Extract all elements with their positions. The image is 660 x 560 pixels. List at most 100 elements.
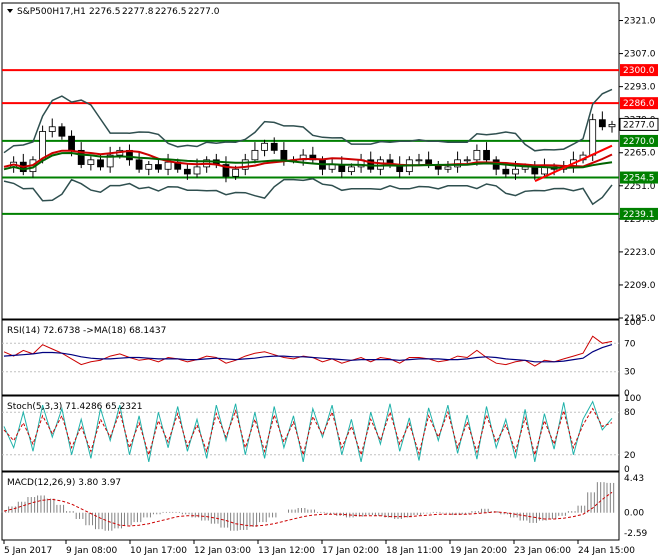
candle-body [473, 149, 481, 161]
candle-body [87, 159, 95, 165]
price-chart: 2321.02307.02293.02279.02265.02251.02237… [2, 17, 659, 324]
y-tick-label: 2223.0 [624, 248, 656, 258]
x-tick-label: 19 Jan 20:00 [450, 546, 507, 556]
rsi-y-tick-label: 0 [624, 389, 630, 399]
candle-body [589, 119, 597, 156]
candle-body [145, 164, 153, 170]
candle-body [77, 149, 85, 165]
candle-body [261, 142, 268, 151]
level-price-label: 2286.0 [623, 99, 655, 109]
stoch-signal-line [3, 407, 613, 457]
candle-body [463, 159, 471, 162]
rsi-y-tick-label: 100 [624, 318, 641, 328]
candle-body [58, 126, 66, 137]
ohlc-low: 2276.5 [155, 7, 187, 17]
level-price-tag [620, 207, 658, 220]
macd-y-tick-label: 4.43 [624, 474, 644, 484]
y-tick-label: 2265.0 [624, 149, 656, 159]
stoch-y-tick-label: 100 [624, 394, 641, 404]
slow-ma-line [3, 151, 613, 171]
candle-body [135, 159, 143, 170]
current-price-label: 2277.0 [623, 120, 655, 130]
macd-indicator: 4.43 0.00 -2.59 [1, 474, 648, 539]
candle-body [68, 135, 75, 151]
lower-band-line [3, 177, 613, 206]
rsi-line [3, 335, 613, 367]
x-tick-label: 10 Jan 17:00 [130, 546, 187, 556]
candle-body [241, 159, 249, 170]
candle-body [348, 166, 355, 173]
stochastic-indicator: 100 80 20 0 [2, 394, 641, 475]
stoch-y-tick-label: 20 [624, 451, 636, 461]
y-tick-label: 2251.0 [624, 182, 656, 192]
macd-panel-border [1, 471, 620, 541]
macd-title: MACD(12,26,9) 3.80 3.97 [7, 478, 121, 488]
y-tick-label: 2321.0 [624, 17, 656, 27]
x-tick-label: 5 Jan 2017 [4, 546, 52, 556]
x-tick-label: 12 Jan 03:00 [194, 546, 251, 556]
rsi-indicator: 100 70 30 0 [2, 318, 641, 399]
x-tick-label: 24 Jan 15:00 [578, 546, 635, 556]
stoch-title: Stoch(5,3,3) 71.4286 65.2321 [7, 402, 142, 412]
current-price-tag [619, 117, 659, 131]
level-price-tag [620, 134, 658, 147]
macd-y-tick-label: -2.59 [624, 529, 648, 539]
candle-body [608, 124, 616, 128]
fast-ma-line [3, 149, 613, 169]
candle-body [598, 119, 606, 128]
symbol-header: S&P500H17,H1 [17, 7, 86, 17]
x-tick-label: 18 Jan 11:00 [386, 546, 443, 556]
x-tick-label: 13 Jan 12:00 [258, 546, 315, 556]
y-tick-label: 2195.0 [624, 314, 656, 324]
candle-body [222, 164, 230, 177]
level-price-tag [620, 171, 658, 184]
candle-body [251, 149, 259, 161]
candle-body [193, 166, 201, 175]
stoch-y-tick-label: 80 [624, 408, 636, 418]
rsi-y-tick-label: 70 [624, 339, 636, 349]
candle-body [232, 168, 240, 177]
level-price-label: 2270.0 [623, 137, 655, 147]
x-tick-label: 17 Jan 02:00 [322, 546, 379, 556]
rsi-ma-line [3, 344, 613, 363]
candle-body [155, 164, 162, 170]
macd-y-tick-label: 0.00 [624, 509, 644, 519]
candle-body [483, 149, 490, 161]
upper-band-line [3, 88, 613, 154]
candle-body [376, 159, 384, 170]
time-axis: 5 Jan 2017 9 Jan 08:00 10 Jan 17:00 12 Jan … [3, 540, 635, 556]
y-tick-label: 2307.0 [624, 50, 656, 60]
candle-body [48, 126, 56, 132]
candle-body [106, 154, 114, 168]
menu-triangle-icon[interactable] [7, 9, 13, 13]
candle-body [512, 168, 519, 175]
level-price-label: 2239.1 [623, 210, 655, 220]
rsi-title: RSI(14) 72.6738 ->MA(18) 68.1437 [7, 326, 166, 336]
candle-body [270, 142, 278, 151]
y-tick-label: 2209.0 [624, 281, 656, 291]
stoch-panel-border [1, 395, 620, 472]
rsi-y-tick-label: 30 [624, 368, 636, 378]
candle-body [280, 149, 288, 161]
candle-body [39, 131, 47, 161]
x-tick-label: 23 Jan 06:00 [514, 546, 571, 556]
main-panel-border [1, 2, 620, 320]
candle-body [183, 168, 191, 175]
ohlc-open: 2276.5 [89, 7, 121, 17]
level-price-label: 2300.0 [623, 66, 655, 76]
rsi-panel-border [1, 319, 620, 396]
y-tick-label: 2293.0 [624, 83, 656, 93]
candle-body [415, 159, 423, 162]
ohlc-close: 2277.0 [188, 7, 220, 17]
level-price-tag [620, 97, 658, 110]
stoch-y-tick-label: 0 [624, 465, 630, 475]
candle-body [444, 166, 452, 170]
trend-line[interactable] [534, 144, 613, 182]
candle-body [531, 166, 539, 175]
level-price-label: 2254.5 [623, 174, 655, 184]
ohlc-high: 2277.8 [122, 7, 154, 17]
candle-body [502, 168, 510, 175]
macd-signal-line [3, 491, 613, 527]
level-price-tag [620, 64, 658, 77]
